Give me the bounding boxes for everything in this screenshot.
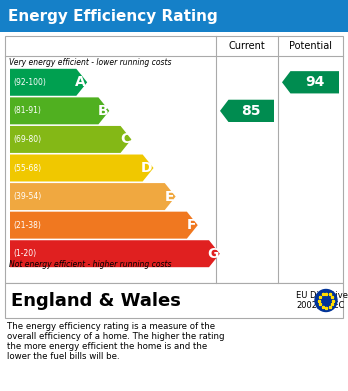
Text: (39-54): (39-54) <box>13 192 41 201</box>
Text: E: E <box>165 190 175 204</box>
Bar <box>0 0 348 32</box>
Polygon shape <box>10 69 87 96</box>
Polygon shape <box>10 126 132 153</box>
Text: Not energy efficient - higher running costs: Not energy efficient - higher running co… <box>9 260 172 269</box>
Text: 94: 94 <box>305 75 324 89</box>
Polygon shape <box>10 183 176 210</box>
Text: Potential: Potential <box>289 41 332 51</box>
Text: Energy Efficiency Rating: Energy Efficiency Rating <box>8 9 218 23</box>
Text: (55-68): (55-68) <box>13 163 41 172</box>
Polygon shape <box>10 240 220 267</box>
Polygon shape <box>282 71 339 93</box>
Text: The energy efficiency rating is a measure of the: The energy efficiency rating is a measur… <box>7 322 215 331</box>
Text: England & Wales: England & Wales <box>11 292 181 310</box>
Text: F: F <box>187 218 197 232</box>
Text: D: D <box>141 161 152 175</box>
Text: A: A <box>76 75 86 89</box>
Text: 2002/91/EC: 2002/91/EC <box>296 301 345 310</box>
Polygon shape <box>220 100 274 122</box>
Text: (21-38): (21-38) <box>13 221 41 230</box>
Circle shape <box>315 289 337 312</box>
Polygon shape <box>10 212 198 239</box>
Text: Very energy efficient - lower running costs: Very energy efficient - lower running co… <box>9 58 172 67</box>
Text: B: B <box>98 104 108 118</box>
Text: lower the fuel bills will be.: lower the fuel bills will be. <box>7 352 120 361</box>
Text: Current: Current <box>229 41 266 51</box>
Polygon shape <box>10 97 109 124</box>
Text: (1-20): (1-20) <box>13 249 36 258</box>
Text: (81-91): (81-91) <box>13 106 41 115</box>
Text: G: G <box>207 247 219 261</box>
Polygon shape <box>10 154 153 181</box>
Text: 85: 85 <box>242 104 261 118</box>
Bar <box>5 36 343 283</box>
Bar <box>5 283 343 318</box>
Text: EU Directive: EU Directive <box>296 291 348 300</box>
Text: overall efficiency of a home. The higher the rating: overall efficiency of a home. The higher… <box>7 332 224 341</box>
Text: C: C <box>120 133 130 146</box>
Text: (69-80): (69-80) <box>13 135 41 144</box>
Text: the more energy efficient the home is and the: the more energy efficient the home is an… <box>7 342 207 351</box>
Text: (92-100): (92-100) <box>13 78 46 87</box>
